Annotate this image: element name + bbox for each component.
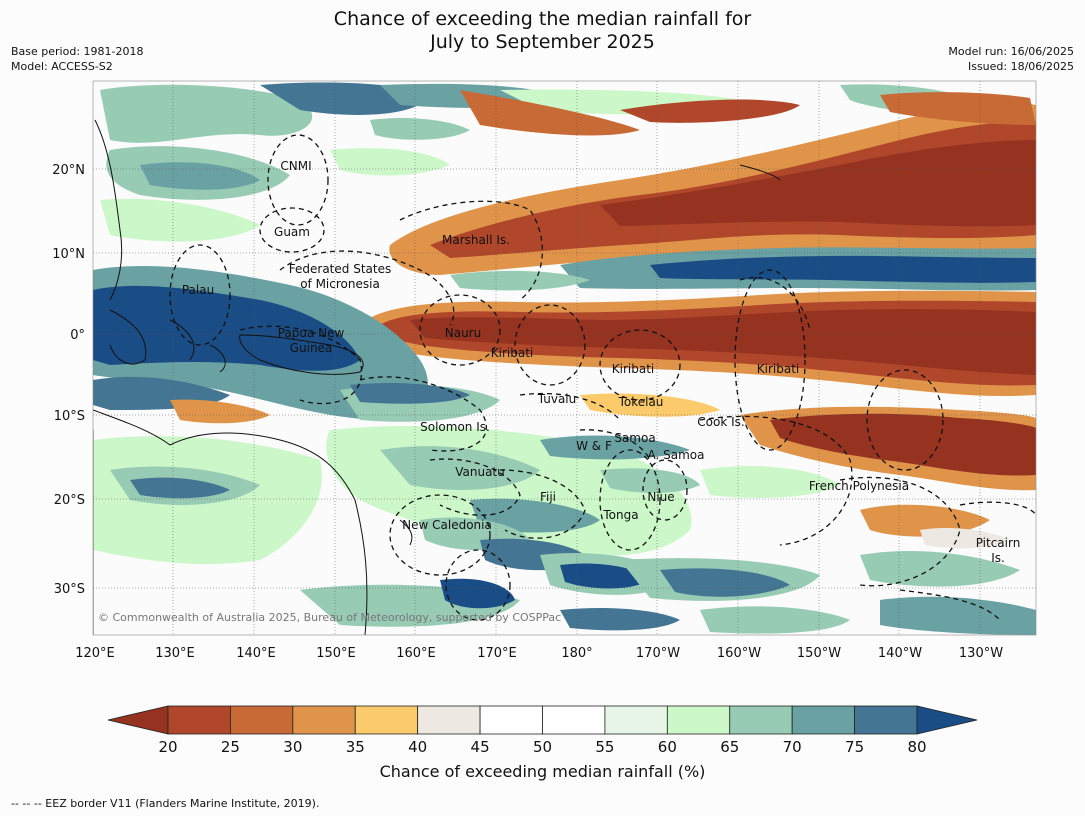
- colorbar-label: Chance of exceeding median rainfall (%): [379, 762, 706, 781]
- colorbar-bin: [354, 705, 419, 735]
- region-label-png-2: Guinea: [290, 341, 333, 355]
- colorbar: [107, 705, 978, 735]
- copyright-notice: © Commonwealth of Australia 2025, Bureau…: [98, 611, 561, 624]
- region-label-tonga: Tonga: [602, 508, 638, 522]
- colorbar-tick-label: 65: [720, 738, 739, 756]
- colorbar-tick-label: 55: [595, 738, 614, 756]
- latitude-labels: 20°N 10°N 0° 10°S 20°S 30°S: [52, 163, 85, 597]
- coastlines: [93, 119, 781, 635]
- eez-footnote: -- -- -- EEZ border V11 (Flanders Marine…: [11, 797, 320, 810]
- chart-title: Chance of exceeding the median rainfall …: [0, 8, 1085, 54]
- colorbar-bin: [479, 705, 543, 735]
- lon-label-130w: 130°W: [959, 646, 1003, 661]
- lon-label-150w: 150°W: [797, 646, 841, 661]
- region-label-tuvalu: Tuvalu: [537, 392, 577, 406]
- lon-label-140e: 140°E: [236, 646, 276, 661]
- colorbar-tick-label: 80: [907, 738, 926, 756]
- region-label-solomon: Solomon Is.: [420, 420, 490, 434]
- colorbar-tick-label: 30: [283, 738, 302, 756]
- lon-label-120e: 120°E: [75, 646, 115, 661]
- colorbar-tick-label: 40: [408, 738, 427, 756]
- colorbar-bin: [417, 705, 481, 735]
- colorbar-bin: [854, 705, 918, 735]
- lon-label-160e: 160°E: [396, 646, 436, 661]
- lon-label-160w: 160°W: [717, 646, 761, 661]
- colorbar-tick-label: 45: [471, 738, 490, 756]
- region-label-kiribati-2: Kiribati: [612, 362, 654, 376]
- lat-label-30s: 30°S: [54, 582, 85, 597]
- lat-label-10s: 10°S: [54, 409, 85, 424]
- colorbar-bin: [292, 705, 356, 735]
- region-label-cnmi: CNMI: [280, 159, 311, 173]
- title-line-1: Chance of exceeding the median rainfall …: [333, 8, 752, 30]
- colorbar-tick-label: 35: [346, 738, 365, 756]
- region-label-png-1: Papua New: [278, 326, 345, 340]
- region-label-kiribati-3: Kiribati: [757, 362, 799, 376]
- title-line-2: July to September 2025: [430, 31, 655, 53]
- region-label-palau: Palau: [182, 283, 214, 297]
- lon-label-180: 180°: [561, 646, 592, 661]
- colorbar-tick-label: 70: [783, 738, 802, 756]
- eez-borders: [169, 134, 1036, 621]
- colorbar-bin: [666, 705, 731, 735]
- region-label-pitcairn-1: Pitcairn: [976, 536, 1021, 550]
- lon-label-170w: 170°W: [636, 646, 680, 661]
- region-label-guam: Guam: [274, 225, 310, 239]
- meta-right: Model run: 16/06/2025 Issued: 18/06/2025: [948, 44, 1074, 74]
- colorbar-tick-label: 60: [658, 738, 677, 756]
- region-label-kiribati-1: Kiribati: [491, 346, 533, 360]
- colorbar-bin: [542, 705, 606, 735]
- colorbar-tick-label: 75: [845, 738, 864, 756]
- colorbar-extension-high: [916, 705, 978, 735]
- colorbar-bin: [604, 705, 668, 735]
- region-label-niue: Niue: [647, 490, 674, 504]
- map-area: CNMI Guam Marshall Is. Federated States …: [93, 81, 1036, 635]
- region-label-samoa: Samoa: [614, 431, 655, 445]
- lat-label-10n: 10°N: [52, 247, 85, 262]
- lat-label-20s: 20°S: [54, 493, 85, 508]
- lat-label-0: 0°: [70, 328, 85, 343]
- colorbar-tick-label: 25: [221, 738, 240, 756]
- lat-label-20n: 20°N: [52, 163, 85, 178]
- model-run: Model run: 16/06/2025: [948, 45, 1074, 58]
- lon-label-140w: 140°W: [878, 646, 922, 661]
- issued-date: Issued: 18/06/2025: [967, 60, 1074, 73]
- region-label-cook: Cook Is.: [697, 415, 744, 429]
- region-label-newcal: New Caledonia: [402, 518, 492, 532]
- region-label-frpoly: French Polynesia: [809, 479, 909, 493]
- region-label-pitcairn-2: Is.: [991, 551, 1005, 565]
- map-frame: [92, 80, 1037, 636]
- colorbar-ticks: 20 25 30 35 40 45 50 55 60 65 70 75 80: [158, 738, 926, 756]
- region-label-fiji: Fiji: [540, 490, 556, 504]
- region-label-marshall: Marshall Is.: [442, 233, 510, 247]
- region-label-tokelau: Tokelau: [618, 395, 664, 409]
- colorbar-tick-label: 50: [533, 738, 552, 756]
- model-name: Model: ACCESS-S2: [11, 60, 113, 73]
- base-period: Base period: 1981-2018: [11, 45, 144, 58]
- region-label-wf: W & F: [576, 439, 612, 453]
- colorbar-bin: [230, 705, 294, 735]
- colorbar-extension-low: [107, 705, 169, 735]
- colorbar-tick-label: 20: [158, 738, 177, 756]
- colorbar-bin: [729, 705, 793, 735]
- region-label-nauru: Nauru: [445, 326, 481, 340]
- region-label-fsm-1: Federated States: [289, 262, 391, 276]
- meta-left: Base period: 1981-2018 Model: ACCESS-S2: [11, 44, 143, 74]
- region-labels: CNMI Guam Marshall Is. Federated States …: [182, 159, 1020, 565]
- region-label-fsm-2: of Micronesia: [300, 277, 380, 291]
- region-label-asamoa: A. Samoa: [648, 448, 705, 462]
- lon-label-150e: 150°E: [316, 646, 356, 661]
- colorbar-bin: [167, 705, 231, 735]
- colorbar-bin: [791, 705, 855, 735]
- longitude-labels: 120°E 130°E 140°E 150°E 160°E 170°E 180°…: [75, 646, 1003, 661]
- graticule: [93, 81, 1036, 635]
- lon-label-170e: 170°E: [477, 646, 517, 661]
- lon-label-130e: 130°E: [155, 646, 195, 661]
- probability-fields: [93, 82, 1036, 635]
- region-label-vanuatu: Vanuatu: [455, 465, 505, 479]
